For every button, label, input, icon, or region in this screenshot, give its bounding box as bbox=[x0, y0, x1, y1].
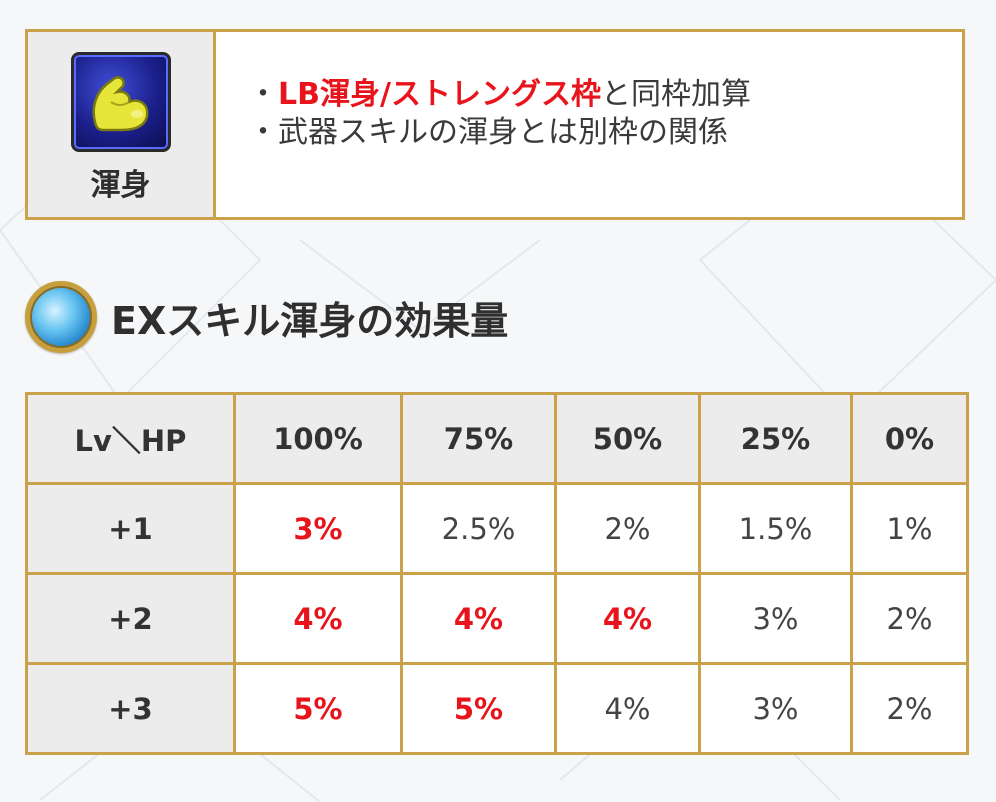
desc-suffix: と同枠加算 bbox=[600, 77, 751, 112]
column-header: 50% bbox=[554, 392, 701, 485]
column-header: 75% bbox=[400, 392, 557, 485]
table-cell: 3% bbox=[698, 572, 853, 665]
table-cell: 4% bbox=[554, 572, 701, 665]
table-cell: 3% bbox=[698, 662, 853, 755]
skill-desc-line-2: ・武器スキルの渾身とは別枠の関係 bbox=[248, 115, 728, 150]
table-cell: 4% bbox=[554, 662, 701, 755]
effect-table: Lv＼HP 100% 75% 50% 25% 0% +1 3% 2.5% 2% … bbox=[25, 392, 969, 755]
table-row: +1 3% 2.5% 2% 1.5% 1% bbox=[25, 482, 969, 575]
table-cell: 3% bbox=[233, 482, 403, 575]
table-cell: 2% bbox=[850, 572, 969, 665]
section-title: EXスキル渾身の効果量 bbox=[111, 298, 509, 343]
effect-table-wrap: Lv＼HP 100% 75% 50% 25% 0% +1 3% 2.5% 2% … bbox=[25, 392, 969, 755]
table-header-row: Lv＼HP 100% 75% 50% 25% 0% bbox=[25, 392, 969, 485]
table-cell: 2.5% bbox=[400, 482, 557, 575]
skill-info-box: 渾身 ・LB渾身/ストレングス枠と同枠加算 ・武器スキルの渾身とは別枠の関係 bbox=[25, 29, 965, 220]
table-row: +3 5% 5% 4% 3% 2% bbox=[25, 662, 969, 755]
row-label: +1 bbox=[25, 482, 236, 575]
blue-orb-icon bbox=[25, 281, 97, 353]
column-header: 25% bbox=[698, 392, 853, 485]
flexed-arm-icon bbox=[70, 52, 171, 152]
table-cell: 5% bbox=[233, 662, 403, 755]
row-label: +3 bbox=[25, 662, 236, 755]
table-cell: 2% bbox=[850, 662, 969, 755]
table-cell: 5% bbox=[400, 662, 557, 755]
column-header: 100% bbox=[233, 392, 403, 485]
skill-desc-line-1: ・LB渾身/ストレングス枠と同枠加算 bbox=[248, 76, 962, 114]
row-label: +2 bbox=[25, 572, 236, 665]
section-heading: EXスキル渾身の効果量 bbox=[25, 278, 508, 356]
table-cell: 4% bbox=[233, 572, 403, 665]
table-corner-header: Lv＼HP bbox=[25, 392, 236, 485]
table-row: +2 4% 4% 4% 3% 2% bbox=[25, 572, 969, 665]
table-cell: 1.5% bbox=[698, 482, 853, 575]
table-cell: 1% bbox=[850, 482, 969, 575]
bullet-prefix: ・ bbox=[248, 77, 278, 112]
table-cell: 2% bbox=[554, 482, 701, 575]
highlight-text: LB渾身/ストレングス枠 bbox=[278, 77, 601, 112]
column-header: 0% bbox=[850, 392, 969, 485]
skill-icon-cell: 渾身 bbox=[28, 32, 216, 217]
table-cell: 4% bbox=[400, 572, 557, 665]
skill-name: 渾身 bbox=[90, 168, 151, 203]
skill-description: ・LB渾身/ストレングス枠と同枠加算 ・武器スキルの渾身とは別枠の関係 bbox=[216, 32, 962, 217]
